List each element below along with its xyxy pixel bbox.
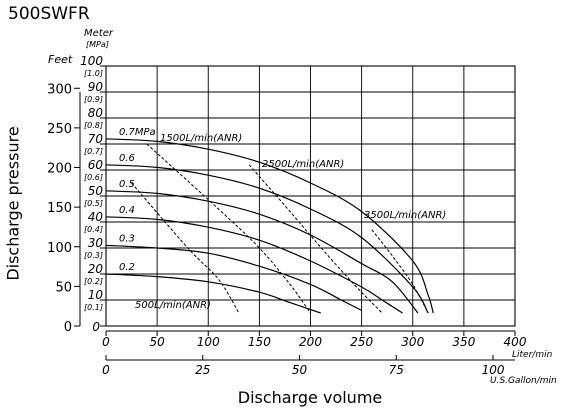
y-tick-label-mpa: [0.5] [84, 199, 103, 208]
y-tick-label-meter: 20 [88, 262, 104, 276]
x-tick-label: 250 [350, 335, 373, 349]
series-curve-0-7mpa [105, 138, 434, 314]
air-consumption-line [146, 143, 311, 314]
chart-title: 500SWFR [8, 4, 90, 24]
series-label: 0.4 [119, 205, 135, 216]
air-consumption-label: 3500L/min(ANR) [364, 210, 446, 221]
series-curve-0-6 [105, 164, 429, 314]
y-tick-label-mpa: [0.2] [84, 277, 103, 286]
x-tick-label: 0 [102, 335, 110, 349]
y-axis-feet-header: Feet [48, 53, 73, 66]
air-consumption-line [131, 182, 240, 314]
x-tick-label: 350 [452, 335, 475, 349]
series-label: 0.7MPa [119, 127, 156, 138]
y-tick-label-mpa: [0.8] [84, 121, 103, 130]
x-tick-label-secondary: 100 [482, 363, 505, 377]
series-label: 0.3 [119, 233, 135, 244]
series-label: 0.6 [119, 153, 135, 164]
series-curve-0-5 [105, 190, 419, 314]
y-tick-label-meter: 60 [88, 158, 104, 172]
y-tick-label-mpa: [0.1] [84, 303, 103, 312]
x-axis-unit-secondary: U.S.Gallon/min [490, 376, 557, 386]
air-consumption-line [248, 164, 383, 314]
y-axis-meter-header: Meter [84, 28, 114, 39]
x-tick-label-secondary: 0 [102, 363, 110, 377]
y-tick-label-mpa: [0.3] [84, 251, 103, 260]
x-tick-label: 150 [248, 335, 271, 349]
air-consumption-label: 2500L/min(ANR) [262, 159, 344, 170]
y-tick-label-feet: 50 [55, 280, 72, 295]
x-tick-label-secondary: 25 [195, 363, 210, 377]
y-tick-label-mpa: [1.0] [84, 69, 103, 78]
x-tick-label-secondary: 75 [389, 363, 404, 377]
series-label: 0.2 [119, 262, 135, 273]
y-tick-label-meter: 90 [88, 80, 104, 94]
y-tick-label-meter: 100 [80, 54, 103, 68]
y-tick-label-meter: 0 [92, 320, 100, 334]
series-curve-0-3 [105, 244, 362, 311]
y-tick-label-feet: 200 [47, 162, 72, 177]
x-axis-label: Discharge volume [237, 388, 383, 407]
x-tick-label: 100 [197, 335, 220, 349]
x-tick-label: 400 [504, 335, 527, 349]
air-consumption-line [371, 229, 429, 314]
x-axis-unit-primary: Liter/min [512, 350, 553, 360]
y-axis-mpa-header: [MPa] [86, 40, 109, 49]
x-tick-label: 200 [299, 335, 322, 349]
x-tick-label: 300 [401, 335, 424, 349]
x-tick-label: 50 [149, 335, 165, 349]
y-tick-label-mpa: [0.4] [84, 225, 103, 234]
x-tick-label-secondary: 50 [292, 363, 308, 377]
y-tick-label-feet: 100 [47, 241, 72, 256]
y-tick-label-mpa: [0.7] [84, 147, 103, 156]
y-tick-label-mpa: [0.6] [84, 173, 103, 182]
series-label: 0.5 [119, 179, 135, 190]
air-consumption-label: 1500L/min(ANR) [160, 133, 242, 144]
air-consumption-label: 500L/min(ANR) [135, 300, 211, 311]
series-curve-0-2 [105, 273, 321, 314]
y-tick-label-feet: 300 [47, 82, 72, 97]
y-tick-label-meter: 70 [88, 132, 104, 146]
series-curve-0-4 [105, 216, 403, 314]
y-tick-label-meter: 50 [88, 184, 104, 198]
y-tick-label-feet: 250 [47, 122, 72, 137]
y-tick-label-meter: 10 [88, 288, 104, 302]
y-tick-label-meter: 30 [88, 236, 104, 250]
y-tick-label-feet: 0 [64, 320, 72, 335]
y-tick-label-mpa: [0.9] [84, 95, 103, 104]
y-tick-label-meter: 80 [88, 106, 104, 120]
y-tick-label-meter: 40 [88, 210, 104, 224]
y-tick-label-feet: 150 [47, 201, 72, 216]
